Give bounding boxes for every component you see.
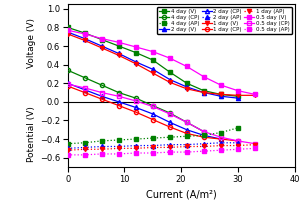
Text: Potential (V): Potential (V) [27, 107, 36, 162]
X-axis label: Current (A/m²): Current (A/m²) [146, 189, 216, 199]
Text: Voltage (V): Voltage (V) [27, 18, 36, 68]
Legend: 4 day (V), 4 day (CP), 4 day (AP), 2 day (V), 2 day (CP), 2 day (AP), 1 day (V),: 4 day (V), 4 day (CP), 4 day (AP), 2 day… [157, 7, 292, 34]
